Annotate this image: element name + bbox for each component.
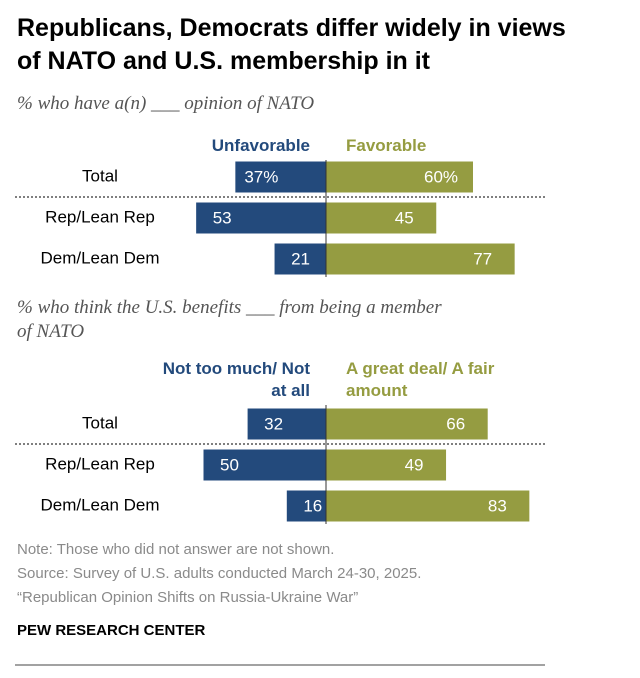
value-label: 60% [424, 167, 458, 186]
brand: PEW RESEARCH CENTER [17, 622, 206, 639]
source: Source: Survey of U.S. adults conducted … [17, 565, 422, 582]
bar [326, 490, 530, 522]
category-label: Total [82, 413, 118, 432]
bar [326, 243, 515, 275]
value-label: 49 [405, 455, 424, 474]
value-label: 21 [291, 249, 310, 268]
value-label: 32 [264, 414, 283, 433]
bar [326, 408, 488, 440]
category-label: Rep/Lean Rep [45, 207, 155, 226]
legend-label: Not too much/ Not at all [162, 359, 310, 400]
legend-label: Unfavorable [211, 136, 310, 155]
value-label: 50 [220, 455, 239, 474]
value-label: 37% [244, 167, 278, 186]
legend-label: A great deal/ A fair amount [346, 359, 495, 400]
report: “Republican Opinion Shifts on Russia-Ukr… [17, 589, 359, 606]
chart-title: Republicans, Democrats differ widely in … [17, 14, 566, 75]
bar [235, 161, 326, 193]
subtitle: % who have a(n) ___ opinion of NATO [17, 93, 315, 114]
bar [286, 490, 326, 522]
bar [274, 243, 326, 275]
value-label: 83 [488, 496, 507, 515]
category-label: Dem/Lean Dem [40, 248, 159, 267]
bar [326, 449, 447, 481]
value-label: 77 [473, 249, 492, 268]
value-label: 66 [446, 414, 465, 433]
subtitle: % who think the U.S. benefits ___ from b… [17, 297, 442, 342]
bar [326, 161, 473, 193]
legend-label: Favorable [346, 136, 427, 155]
bar [326, 202, 437, 234]
category-label: Dem/Lean Dem [40, 495, 159, 514]
value-label: 16 [303, 496, 322, 515]
category-label: Rep/Lean Rep [45, 454, 155, 473]
bar [203, 449, 326, 481]
note: Note: Those who did not answer are not s… [17, 541, 335, 558]
bar [247, 408, 326, 440]
value-label: 45 [395, 208, 414, 227]
bar [196, 202, 326, 234]
category-label: Total [82, 166, 118, 185]
value-label: 53 [213, 208, 232, 227]
